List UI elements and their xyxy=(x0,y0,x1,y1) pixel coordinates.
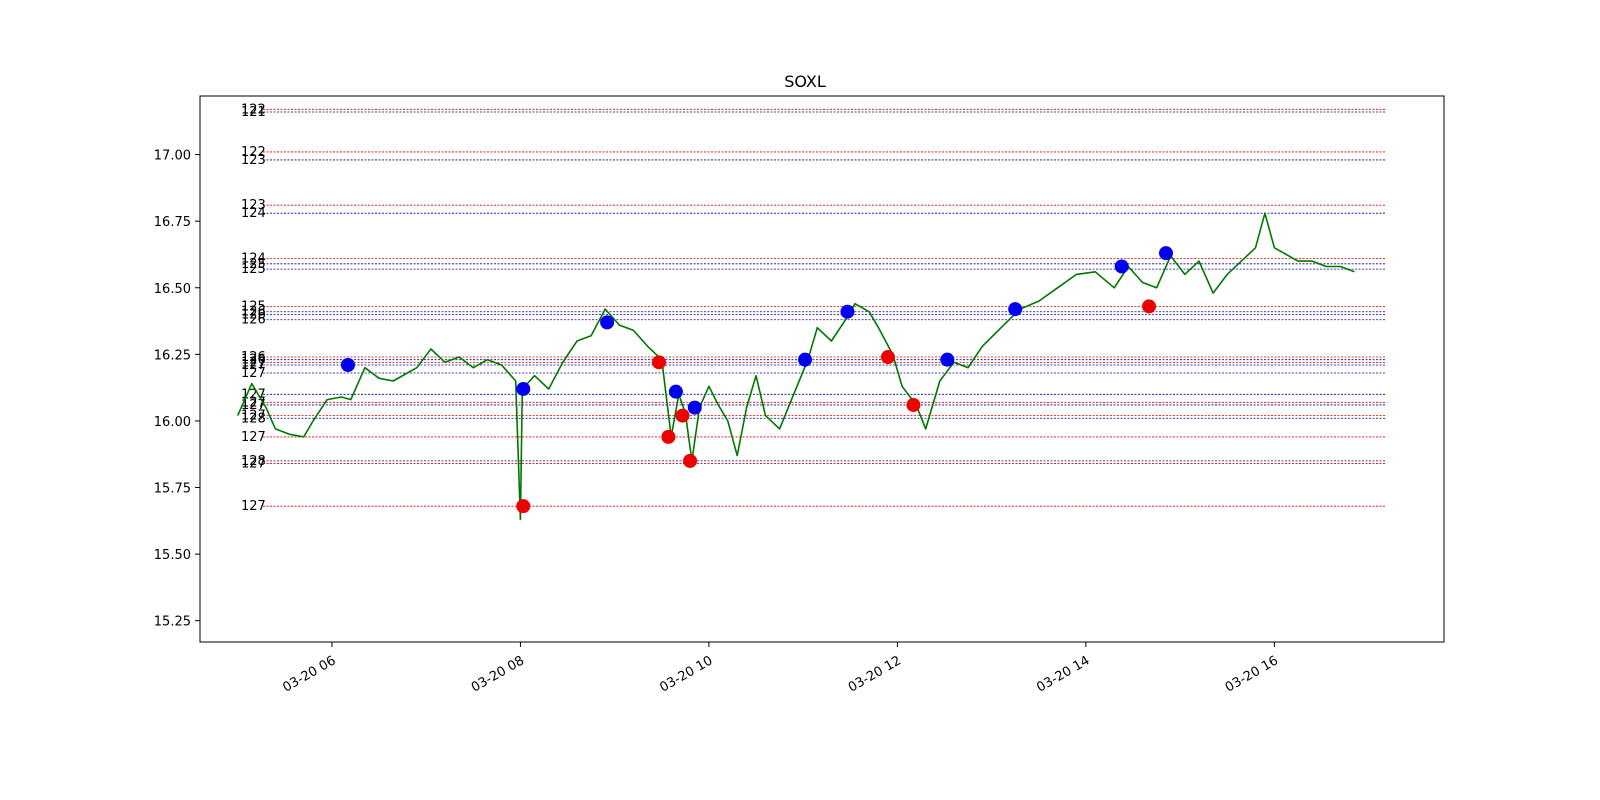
level-label: 124 xyxy=(241,206,266,221)
level-label: 127 xyxy=(241,457,266,472)
chart-title: SOXL xyxy=(784,72,826,91)
level-label: 126 xyxy=(241,353,266,368)
level-label: 124 xyxy=(241,251,266,266)
signal-marker xyxy=(880,350,895,365)
signal-marker xyxy=(675,408,690,423)
x-tick-label: 03-20 14 xyxy=(1034,653,1092,695)
level-label: 127 xyxy=(241,366,266,381)
level-label: 128 xyxy=(241,411,266,426)
signal-marker xyxy=(940,352,955,367)
plot-frame xyxy=(199,95,1445,643)
signal-marker xyxy=(661,429,676,444)
level-label: 127 xyxy=(241,358,266,373)
level-label: 128 xyxy=(241,454,266,469)
y-tick-label: 15.75 xyxy=(154,482,191,497)
y-tick-label: 17.00 xyxy=(154,149,191,164)
y-tick-label: 16.75 xyxy=(154,215,191,230)
signal-marker xyxy=(683,453,698,468)
signal-marker xyxy=(600,315,615,330)
price-line xyxy=(236,212,1355,521)
x-tick-label: 03-20 12 xyxy=(846,653,904,695)
signal-marker xyxy=(687,400,702,415)
x-tick-label: 03-20 06 xyxy=(280,653,338,695)
level-label: 126 xyxy=(241,313,266,328)
signal-marker xyxy=(798,352,813,367)
signal-marker xyxy=(906,397,921,412)
level-label: 123 xyxy=(241,198,266,213)
x-tick-label: 03-20 16 xyxy=(1223,653,1281,695)
x-axis: 03-20 06 03-20 08 03-20 10 03-20 12 03-20 14… xyxy=(280,642,1281,696)
y-tick-label: 16.50 xyxy=(154,282,191,297)
signal-marker xyxy=(840,304,855,319)
y-tick-label: 15.25 xyxy=(154,615,191,630)
level-label: 127 xyxy=(241,395,266,410)
signal-marker xyxy=(516,381,531,396)
signal-marker xyxy=(651,355,666,370)
level-label: 127 xyxy=(241,398,266,413)
level-label: 125 xyxy=(241,257,266,272)
signal-marker xyxy=(340,358,355,373)
signal-marker xyxy=(1158,246,1173,261)
level-label: 127 xyxy=(241,430,266,445)
markers-layer xyxy=(340,246,1173,514)
level-label: 123 xyxy=(241,153,266,168)
level-label: 122 xyxy=(241,102,266,117)
signal-marker xyxy=(668,384,683,399)
signal-marker xyxy=(1142,299,1157,314)
level-label: 121 xyxy=(241,105,266,120)
level-label: 127 xyxy=(241,409,266,424)
y-axis: 15.25 15.50 15.75 16.00 16.25 16.50 16.75 17.00 xyxy=(154,149,200,630)
level-label: 127 xyxy=(241,355,266,370)
level-label: 126 xyxy=(241,305,266,320)
signal-marker xyxy=(1114,259,1129,274)
y-tick-label: 16.25 xyxy=(154,348,191,363)
signal-marker xyxy=(516,499,531,514)
level-label: 126 xyxy=(241,307,266,322)
levels-layer: 1221211221231231241241251251251261261261… xyxy=(241,102,1385,514)
y-tick-label: 16.00 xyxy=(154,415,191,430)
level-label: 127 xyxy=(241,499,266,514)
x-tick-label: 03-20 10 xyxy=(657,653,715,695)
x-tick-label: 03-20 08 xyxy=(469,653,527,695)
signal-marker xyxy=(1008,302,1023,317)
y-tick-label: 15.50 xyxy=(154,548,191,563)
level-label: 122 xyxy=(241,145,266,160)
level-label: 126 xyxy=(241,350,266,365)
level-label: 127 xyxy=(241,387,266,402)
level-label: 125 xyxy=(241,262,266,277)
line-layer xyxy=(236,212,1355,521)
level-label: 125 xyxy=(241,299,266,314)
